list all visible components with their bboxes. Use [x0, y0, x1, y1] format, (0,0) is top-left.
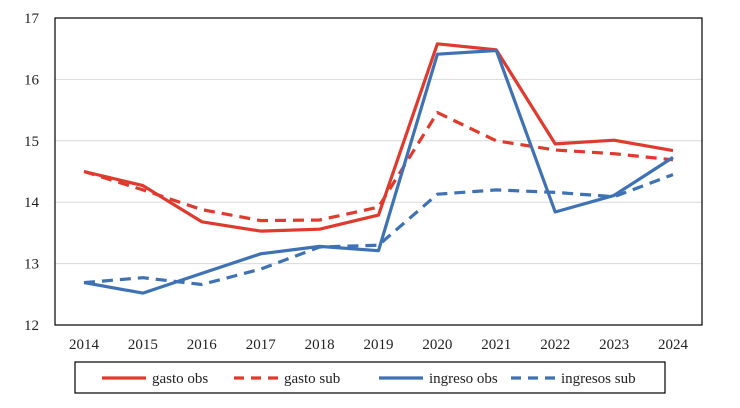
- y-tick-label: 13: [24, 257, 39, 273]
- y-tick-label: 14: [24, 195, 40, 211]
- x-tick-label: 2017: [246, 337, 277, 353]
- x-tick-label: 2023: [599, 337, 629, 353]
- plot-area-border: [54, 17, 703, 326]
- y-tick-label: 16: [24, 72, 40, 88]
- legend-label: ingresos sub: [561, 371, 636, 387]
- x-tick-label: 2021: [481, 337, 511, 353]
- y-tick-label: 15: [24, 134, 39, 150]
- legend: gasto obs gasto sub ingreso obs ingresos su…: [74, 361, 666, 394]
- x-tick-label: 2014: [69, 337, 100, 353]
- legend-label: gasto sub: [284, 371, 340, 387]
- x-tick-label: 2020: [422, 337, 452, 353]
- legend-label: ingreso obs: [429, 371, 498, 387]
- series-line-4: [83, 173, 674, 287]
- legend-box: [74, 361, 666, 394]
- series-line-2: [83, 110, 674, 223]
- legend-label: gasto obs: [152, 371, 208, 387]
- x-tick-label: 2015: [128, 337, 158, 353]
- x-axis-ticks: 2014 2015 2016 2017 2018 2019 2020 2021 2022 2023…: [69, 337, 689, 353]
- x-tick-label: 2024: [658, 337, 689, 353]
- series-line-1: [83, 42, 674, 233]
- y-axis-ticks: 12 13 14 15 16 17: [24, 11, 40, 334]
- grid-lines: [55, 17, 702, 326]
- y-tick-label: 12: [24, 318, 39, 334]
- x-tick-label: 2018: [305, 337, 335, 353]
- series-lines: [83, 42, 674, 295]
- series-line-3: [83, 48, 674, 295]
- y-tick-label: 17: [24, 11, 40, 27]
- x-tick-label: 2016: [187, 337, 218, 353]
- x-tick-label: 2019: [364, 337, 394, 353]
- x-tick-label: 2022: [540, 337, 570, 353]
